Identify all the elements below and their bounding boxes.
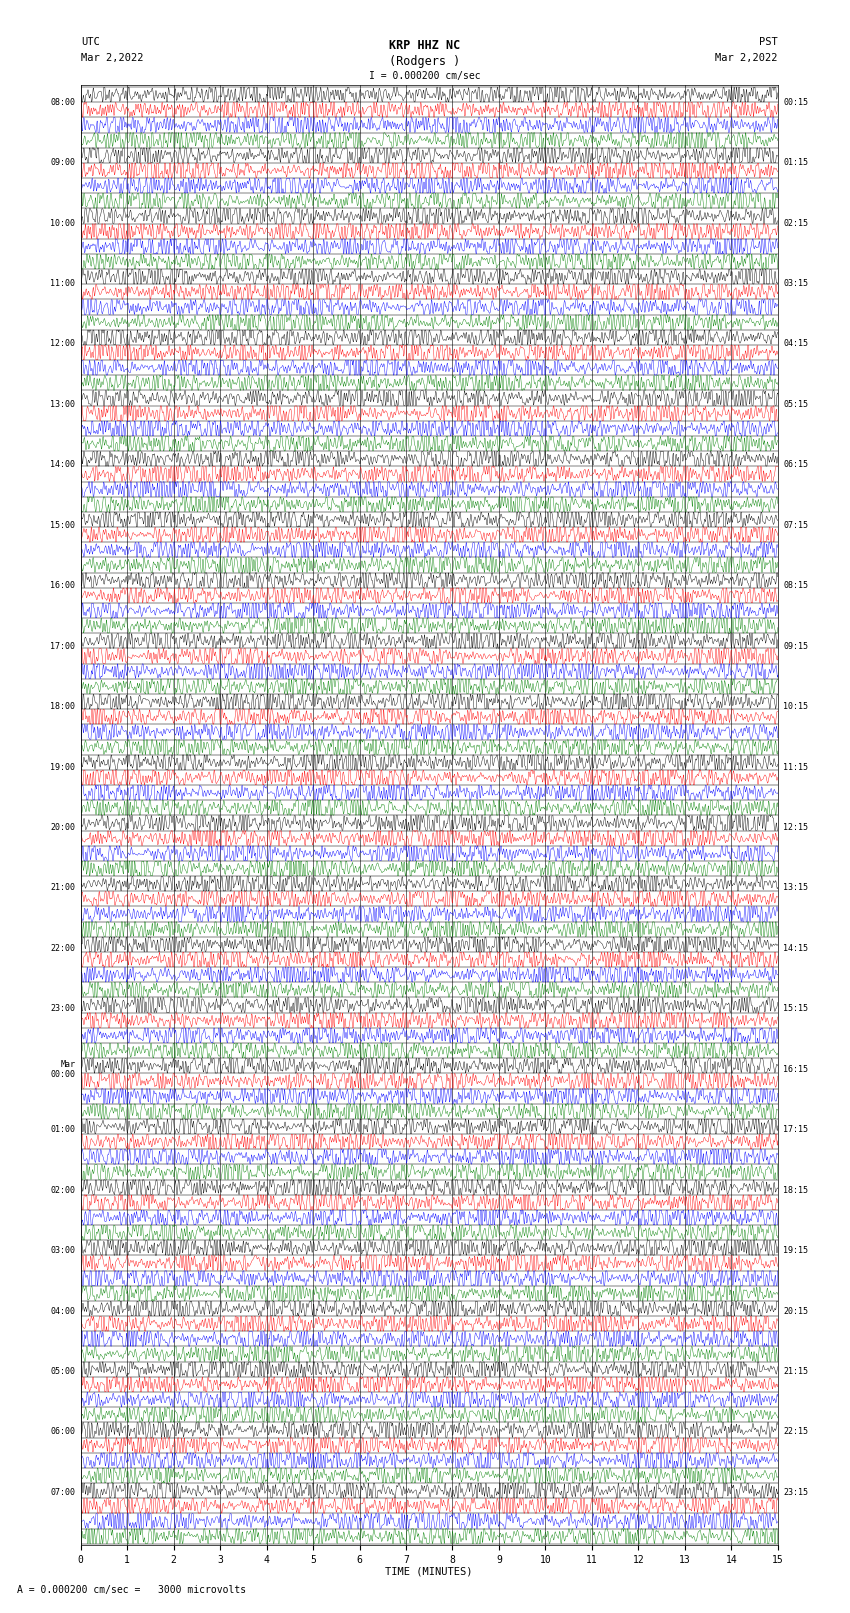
Text: (Rodgers ): (Rodgers ) — [389, 55, 461, 68]
Text: 13:15: 13:15 — [784, 884, 808, 892]
Text: 02:00: 02:00 — [50, 1186, 75, 1195]
Text: A = 0.000200 cm/sec =   3000 microvolts: A = 0.000200 cm/sec = 3000 microvolts — [17, 1586, 246, 1595]
Text: Mar 2,2022: Mar 2,2022 — [81, 53, 144, 63]
Text: 21:15: 21:15 — [784, 1366, 808, 1376]
Text: PST: PST — [759, 37, 778, 47]
Text: 12:15: 12:15 — [784, 823, 808, 832]
Text: 22:15: 22:15 — [784, 1428, 808, 1437]
Text: 02:15: 02:15 — [784, 218, 808, 227]
Text: 14:00: 14:00 — [50, 460, 75, 469]
Text: 06:00: 06:00 — [50, 1428, 75, 1437]
Text: 11:15: 11:15 — [784, 763, 808, 771]
Text: 09:15: 09:15 — [784, 642, 808, 650]
Text: 14:15: 14:15 — [784, 944, 808, 953]
Text: 04:15: 04:15 — [784, 339, 808, 348]
Text: 23:15: 23:15 — [784, 1487, 808, 1497]
Text: 12:00: 12:00 — [50, 339, 75, 348]
Text: I = 0.000200 cm/sec: I = 0.000200 cm/sec — [369, 71, 481, 81]
Text: 13:00: 13:00 — [50, 400, 75, 408]
Text: 15:15: 15:15 — [784, 1005, 808, 1013]
Text: 20:00: 20:00 — [50, 823, 75, 832]
Text: 10:00: 10:00 — [50, 218, 75, 227]
Text: 19:00: 19:00 — [50, 763, 75, 771]
Text: KRP HHZ NC: KRP HHZ NC — [389, 39, 461, 52]
Text: 21:00: 21:00 — [50, 884, 75, 892]
Text: 11:00: 11:00 — [50, 279, 75, 289]
Text: 18:15: 18:15 — [784, 1186, 808, 1195]
Text: Mar 2,2022: Mar 2,2022 — [715, 53, 778, 63]
X-axis label: TIME (MINUTES): TIME (MINUTES) — [386, 1566, 473, 1576]
Text: 16:00: 16:00 — [50, 581, 75, 590]
Text: 00:15: 00:15 — [784, 98, 808, 106]
Text: 19:15: 19:15 — [784, 1247, 808, 1255]
Text: 08:00: 08:00 — [50, 98, 75, 106]
Text: 22:00: 22:00 — [50, 944, 75, 953]
Text: 05:15: 05:15 — [784, 400, 808, 408]
Text: 04:00: 04:00 — [50, 1307, 75, 1316]
Text: 23:00: 23:00 — [50, 1005, 75, 1013]
Text: 16:15: 16:15 — [784, 1065, 808, 1074]
Text: 01:15: 01:15 — [784, 158, 808, 168]
Text: 17:00: 17:00 — [50, 642, 75, 650]
Text: 06:15: 06:15 — [784, 460, 808, 469]
Text: 08:15: 08:15 — [784, 581, 808, 590]
Text: 10:15: 10:15 — [784, 702, 808, 711]
Text: 03:00: 03:00 — [50, 1247, 75, 1255]
Text: Mar
00:00: Mar 00:00 — [50, 1060, 75, 1079]
Text: 05:00: 05:00 — [50, 1366, 75, 1376]
Text: 15:00: 15:00 — [50, 521, 75, 529]
Text: 07:15: 07:15 — [784, 521, 808, 529]
Text: 18:00: 18:00 — [50, 702, 75, 711]
Text: 01:00: 01:00 — [50, 1126, 75, 1134]
Text: UTC: UTC — [81, 37, 99, 47]
Text: 09:00: 09:00 — [50, 158, 75, 168]
Text: 17:15: 17:15 — [784, 1126, 808, 1134]
Text: 20:15: 20:15 — [784, 1307, 808, 1316]
Text: 07:00: 07:00 — [50, 1487, 75, 1497]
Text: 03:15: 03:15 — [784, 279, 808, 289]
